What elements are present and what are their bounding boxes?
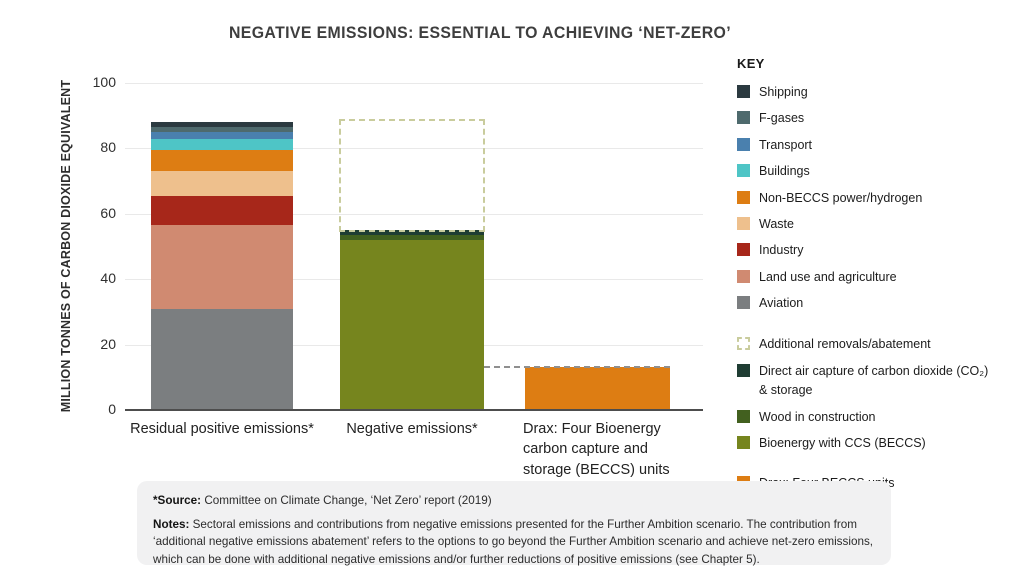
bar-segment-bioenergy-with-ccs-beccs xyxy=(340,239,484,410)
legend-label: Shipping xyxy=(759,85,808,99)
legend-swatch-icon xyxy=(737,216,750,230)
legend-item-transport: Transport xyxy=(737,136,1015,155)
legend-label: Buildings xyxy=(759,164,810,179)
legend-label: Transport xyxy=(759,137,813,152)
chart-title: NEGATIVE EMISSIONS: ESSENTIAL TO ACHIEVI… xyxy=(228,24,732,42)
y-tick-label-60: 60 xyxy=(100,204,116,221)
bar-segment-aviation xyxy=(151,308,293,410)
legend-swatch-icon xyxy=(737,269,750,283)
gridline-100 xyxy=(125,83,703,84)
footnote-box: *Source: Committee on Climate Change, ‘N… xyxy=(137,481,891,566)
footnote-notes: Notes: Sectoral emissions and contributi… xyxy=(153,516,875,569)
legend-label: Industry xyxy=(759,243,804,258)
legend-swatch-icon xyxy=(737,137,750,151)
legend-swatch-icon xyxy=(737,337,750,351)
legend-label: Wood in construction xyxy=(759,409,876,424)
legend-swatch-icon xyxy=(737,296,750,309)
bar-segment-drax-four-beccs-units xyxy=(525,367,670,410)
legend-label: Waste xyxy=(759,216,794,231)
y-tick-label-20: 20 xyxy=(100,335,116,352)
legend-label: Non-BECCS power/hydrogen xyxy=(759,190,923,205)
legend-group-removals: Additional removals/abatement Direct air … xyxy=(737,335,1015,453)
bar-segment-wood-in-construction xyxy=(340,235,484,240)
legend-item-bioenergy-with-ccs-beccs: Bioenergy with CCS (BECCS) xyxy=(737,434,1015,453)
bar-segment-shipping xyxy=(151,122,293,128)
legend-swatch-icon xyxy=(737,190,750,204)
footnote-notes-text: Sectoral emissions and contributions fro… xyxy=(153,517,874,566)
legend-item-industry: Industry xyxy=(737,241,1015,260)
y-tick-label-80: 80 xyxy=(100,139,116,156)
legend: KEY Shipping F-gases Transport Buildings Non… xyxy=(737,56,1015,501)
x-axis-line xyxy=(125,409,703,411)
bar-segment-waste xyxy=(151,171,293,196)
legend-swatch-icon xyxy=(737,435,750,449)
legend-swatch-icon xyxy=(737,111,750,125)
legend-swatch-icon xyxy=(737,164,750,178)
legend-item-f-gases: F-gases xyxy=(737,109,1015,128)
legend-swatch-icon xyxy=(737,363,750,377)
x-category-label-2: Negative emissions* xyxy=(346,421,478,437)
footnote-source-text: Committee on Climate Change, ‘Net Zero’ … xyxy=(201,494,492,507)
bar-segment-non-beccs-power-hydrogen xyxy=(151,150,293,172)
legend-swatch-icon xyxy=(737,243,750,257)
bar-segment-direct-air-capture-of-carbon-dioxide-co-storage xyxy=(340,230,484,236)
footnote-source-label: *Source: xyxy=(153,494,202,507)
bar-segment-f-gases xyxy=(151,127,293,133)
legend-swatch-icon xyxy=(737,85,750,98)
bar-segment-land-use-and-agriculture xyxy=(151,225,293,309)
legend-item-shipping: Shipping xyxy=(737,83,1015,102)
legend-item-direct-air-capture-of-carbon-dioxide-co-storage: Direct air capture of carbon dioxide (CO… xyxy=(737,362,1015,401)
legend-group-sectors: Shipping F-gases Transport Buildings Non-BEC… xyxy=(737,83,1015,313)
drax-level-reference-line xyxy=(484,366,670,369)
bar-segment-industry xyxy=(151,195,293,226)
legend-swatch-icon xyxy=(737,409,750,423)
y-tick-label-0: 0 xyxy=(108,401,116,417)
footnote-source: *Source: Committee on Climate Change, ‘N… xyxy=(153,492,875,510)
dashed-box-additional-removals-abatement xyxy=(339,118,485,233)
legend-label: Direct air capture of carbon dioxide (CO… xyxy=(759,363,989,398)
legend-item-land-use-and-agriculture: Land use and agriculture xyxy=(737,268,1015,287)
legend-item-aviation: Aviation xyxy=(737,294,1015,313)
legend-label: Additional removals/abatement xyxy=(759,337,931,352)
legend-heading: KEY xyxy=(737,56,765,71)
bar-segment-transport xyxy=(151,132,293,139)
legend-label: Bioenergy with CCS (BECCS) xyxy=(759,435,926,450)
legend-item-wood-in-construction: Wood in construction xyxy=(737,408,1015,427)
legend-label: Aviation xyxy=(759,296,804,310)
legend-item-waste: Waste xyxy=(737,215,1015,234)
bar-segment-buildings xyxy=(151,138,293,151)
footnote-notes-label: Notes: xyxy=(153,517,190,531)
legend-item-non-beccs-power-hydrogen: Non-BECCS power/hydrogen xyxy=(737,189,1015,208)
y-tick-label-100: 100 xyxy=(92,74,116,90)
legend-label: F-gases xyxy=(759,111,805,126)
gridline-80 xyxy=(125,148,703,150)
legend-item-buildings: Buildings xyxy=(737,162,1015,181)
y-tick-label-40: 40 xyxy=(100,270,116,287)
x-category-label-3: Drax: Four Bioenergy carbon capture and … xyxy=(523,421,670,478)
legend-label: Land use and agriculture xyxy=(759,269,897,284)
gridline-60 xyxy=(125,213,703,215)
legend-item-additional-removals-abatement: Additional removals/abatement xyxy=(737,335,1015,354)
x-category-label-1: Residual positive emissions* xyxy=(130,421,314,437)
